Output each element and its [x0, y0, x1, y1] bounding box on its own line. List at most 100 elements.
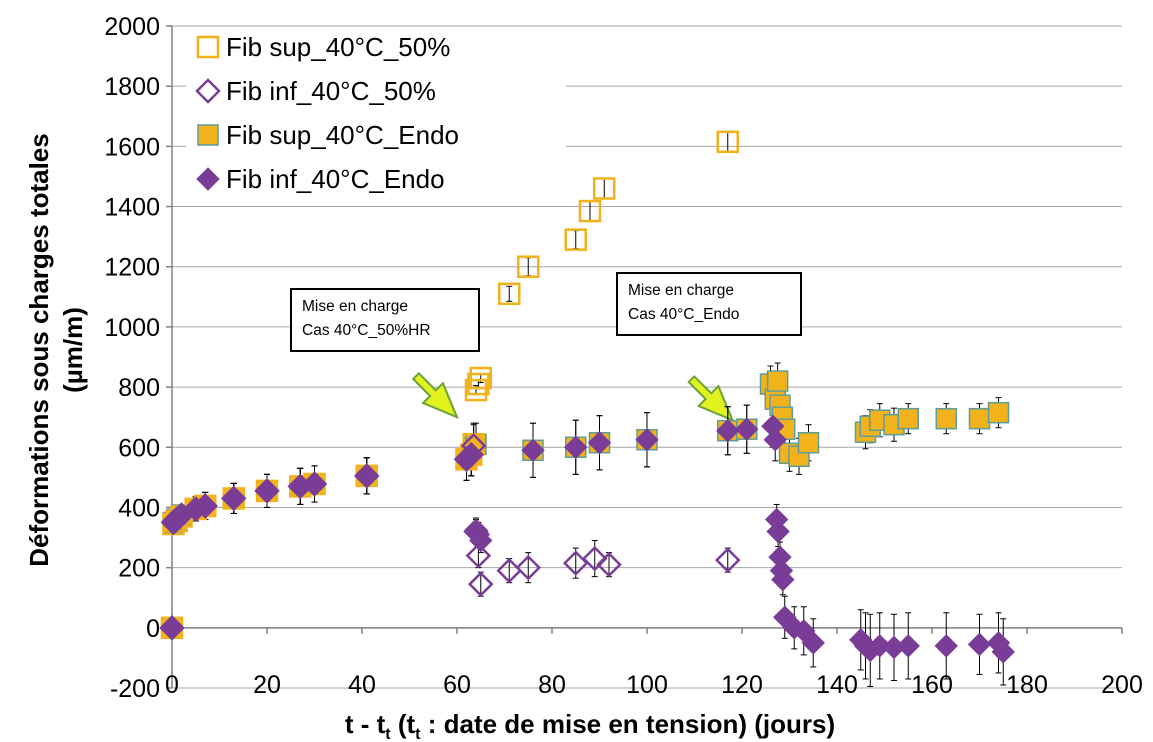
annotation-box-50hr-line1: Mise en charge: [302, 298, 408, 315]
y-tick-label-3: 400: [118, 494, 160, 522]
point-s3-18: [587, 431, 612, 455]
y-tick-label-2: 200: [118, 555, 160, 583]
point-s2-28: [797, 432, 820, 454]
point-s1-20: [581, 545, 608, 572]
legend-marker-3: [196, 167, 220, 191]
legend-label-0: Fib sup_40°C_50%: [226, 32, 450, 62]
x-tick-label-3: 60: [443, 671, 471, 699]
y-tick-label-10: 1800: [104, 73, 160, 101]
point-s3-19: [635, 428, 659, 452]
y-tick-label-9: 1600: [104, 133, 160, 161]
x-axis-title-sub2: t: [415, 726, 421, 742]
point-s0-17: [498, 282, 521, 306]
x-tick-label-2: 40: [348, 671, 376, 699]
error-bar-s0-20: [587, 200, 593, 223]
point-s3-25: [766, 519, 790, 544]
legend: Fib sup_40°C_50% Fib inf_40°C_50% Fib sup_…: [186, 30, 566, 202]
y-tick-label-7: 1200: [104, 254, 160, 282]
x-tick-label-7: 140: [816, 671, 858, 699]
legend-marker-2: [197, 124, 219, 146]
point-s3-36: [868, 634, 892, 658]
point-s3-20: [716, 419, 740, 443]
point-s3-42: [991, 640, 1015, 664]
annotation-box-50hr-line2: Cas 40°C_50%HR: [302, 322, 431, 339]
point-s3-39: [934, 634, 958, 658]
point-s3-32: [801, 631, 825, 655]
point-s3-10: [355, 464, 379, 488]
point-s3-5: [193, 494, 217, 518]
legend-label-3: Fib inf_40°C_Endo: [226, 164, 445, 194]
point-s3-15: [469, 528, 493, 553]
x-tick-label-1: 20: [253, 671, 281, 699]
point-s0-21: [593, 177, 616, 200]
annotation-box-endo: Mise en charge Cas 40°C_Endo: [616, 272, 802, 336]
point-s1-21: [596, 551, 622, 578]
y-tick-labels: -200 0 200 400 600 800 1000 1200 1400 1600 1800 200…: [104, 13, 160, 703]
error-bar-s0-22: [724, 130, 731, 153]
point-s3-7: [255, 479, 279, 503]
point-s3-12: [459, 443, 483, 467]
point-s3-16: [521, 438, 545, 462]
point-s3-0: [160, 616, 184, 640]
y-tick-label-4: 600: [118, 434, 160, 462]
legend-background: [186, 30, 566, 202]
point-s0-15: [467, 372, 490, 396]
x-tick-labels: 0 20 40 60 80 100 120 140 160 180 200: [165, 671, 1143, 699]
point-s3-23: [763, 428, 787, 452]
legend-label-1: Fib inf_40°C_50%: [226, 76, 436, 106]
annotation-box-50hr: Mise en charge Cas 40°C_50%HR: [290, 288, 480, 352]
annotation-box-endo-line2: Cas 40°C_Endo: [628, 306, 740, 323]
y-tick-label-0: -200: [110, 675, 160, 703]
y-tick-label-1: 0: [146, 615, 160, 643]
x-tick-label-6: 120: [721, 671, 763, 699]
point-s1-22: [714, 547, 741, 573]
point-s0-19: [564, 228, 587, 251]
point-s3-40: [967, 632, 992, 657]
point-s3-6: [222, 486, 246, 511]
x-axis-title-end: : date de mise en tension) (jours): [421, 709, 836, 739]
data-points: [159, 130, 1015, 664]
legend-label-2: Fib sup_40°C_Endo: [226, 120, 459, 150]
x-tick-label-4: 80: [538, 671, 566, 699]
x-axis-title-main: t - t: [345, 709, 386, 739]
point-s0-16: [469, 366, 492, 390]
annotation-arrows: [411, 371, 735, 423]
point-s3-9: [302, 472, 327, 496]
point-s2-33: [897, 407, 919, 430]
x-tick-label-5: 100: [626, 671, 668, 699]
point-s3-17: [564, 435, 588, 459]
point-s0-18: [517, 255, 540, 278]
y-tick-label-8: 1400: [104, 194, 160, 222]
point-s1-18: [515, 554, 542, 581]
y-tick-label-5: 800: [118, 374, 160, 402]
point-s0-22: [716, 130, 739, 154]
y-tick-label-6: 1000: [104, 314, 160, 342]
x-tick-label-0: 0: [165, 671, 179, 699]
annotation-box-endo-line1: Mise en charge: [628, 282, 734, 299]
x-axis-title-mid: (t: [391, 709, 416, 739]
point-s1-15: [465, 542, 492, 569]
annotation-arrow-0: [411, 371, 459, 420]
y-axis-title-line2: (µm/m): [58, 307, 88, 393]
point-s0-20: [578, 199, 602, 223]
point-s2-36: [987, 401, 1010, 424]
point-s3-21: [735, 417, 759, 441]
point-s1-16: [467, 571, 494, 597]
point-s2-35: [968, 407, 991, 430]
point-s3-28: [771, 567, 795, 592]
legend-marker-1: [195, 78, 221, 104]
x-tick-label-9: 180: [1006, 671, 1048, 699]
error-bar-s0-19: [572, 230, 579, 250]
point-s3-38: [896, 634, 920, 658]
x-tick-label-10: 200: [1101, 671, 1143, 699]
x-axis-title-sub: t: [385, 726, 391, 742]
error-bar-s0-17: [506, 285, 513, 302]
error-bars: [170, 130, 1007, 687]
y-tick-label-11: 2000: [104, 13, 160, 41]
x-axis-title: t - tt (tt : date de mise en tension) (j…: [345, 709, 835, 742]
point-s0-14: [464, 378, 488, 402]
annotation-arrow-1: [687, 374, 735, 423]
point-s2-34: [935, 407, 957, 430]
y-axis-title-line1: Déformations sous charges totales: [24, 133, 54, 566]
